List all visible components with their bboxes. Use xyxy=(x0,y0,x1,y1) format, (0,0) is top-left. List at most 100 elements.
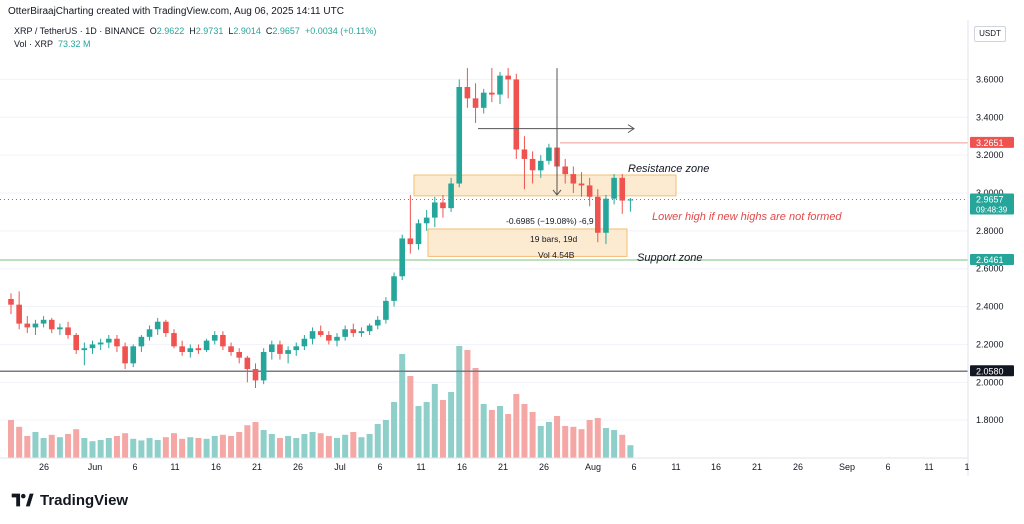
time-tick-label: 1 xyxy=(964,462,969,472)
candle-body xyxy=(171,333,177,347)
candle-body xyxy=(89,344,96,349)
candle-body xyxy=(228,346,234,352)
resistance-zone-label: Resistance zone xyxy=(628,163,709,175)
volume-bar xyxy=(244,425,251,458)
candle-body xyxy=(586,185,593,197)
candle-body xyxy=(106,338,112,343)
candle-body xyxy=(130,346,137,364)
volume-bar xyxy=(334,438,340,458)
measure-arrow-head xyxy=(627,124,635,134)
volume-bar xyxy=(358,437,365,458)
support-zone-label: Support zone xyxy=(637,252,702,264)
volume-bar xyxy=(537,426,544,458)
volume-bar xyxy=(162,437,169,458)
price-tick-label: 2.2000 xyxy=(976,339,1004,349)
volume-bar xyxy=(480,404,487,458)
volume-bar xyxy=(293,438,300,458)
candle-body xyxy=(374,319,381,326)
candle-body xyxy=(537,160,544,171)
candle-body xyxy=(48,319,55,330)
candle-body xyxy=(464,87,471,99)
volume-bar xyxy=(407,376,414,458)
volume-bar xyxy=(423,402,430,458)
price-badge-label: 2.9657 xyxy=(976,194,1004,204)
volume-bar xyxy=(456,346,463,458)
candle-body xyxy=(383,300,389,320)
volume-bar xyxy=(301,434,308,458)
candle-body xyxy=(603,198,609,233)
volume-bar xyxy=(391,402,398,458)
low-label: L xyxy=(228,26,234,36)
time-tick-label: 26 xyxy=(39,462,49,472)
measure-change-text: -0.6985 (−19.08%) -6,9 xyxy=(506,216,594,226)
candle-body xyxy=(578,183,585,186)
candle-body xyxy=(269,344,275,352)
candle-body xyxy=(334,336,340,341)
symbol-legend[interactable]: XRP / TetherUS · 1D · BINANCE O2.9622 H2… xyxy=(14,26,376,36)
close-value: 2.9657 xyxy=(272,26,300,36)
chart-attribution: OtterBiraajCharting created with Trading… xyxy=(8,6,344,17)
price-tick-label: 2.4000 xyxy=(976,302,1004,312)
volume-bar xyxy=(382,420,389,458)
candle-body xyxy=(8,299,14,305)
candle-body xyxy=(546,147,552,161)
price-tick-label: 3.6000 xyxy=(976,74,1004,84)
price-tick-label: 2.6000 xyxy=(976,264,1004,274)
volume-bar xyxy=(130,438,137,458)
volume-bar xyxy=(276,438,283,458)
time-tick-label: 26 xyxy=(539,462,549,472)
measure-vertical-head xyxy=(552,189,562,196)
candle-body xyxy=(529,158,536,171)
time-tick-label: 6 xyxy=(885,462,890,472)
volume-bar xyxy=(505,414,512,458)
candle-body xyxy=(432,202,438,218)
resistance-zone-box xyxy=(413,174,677,197)
currency-button[interactable]: USDT xyxy=(974,26,1006,42)
volume-bar xyxy=(211,436,218,458)
price-tick-label: 1.8000 xyxy=(976,415,1004,425)
price-badge-label: 3.2651 xyxy=(976,138,1004,148)
candle-body xyxy=(595,196,601,233)
change-value: +0.0034 (+0.11%) xyxy=(304,26,377,36)
volume-bar xyxy=(187,437,194,458)
candle-body xyxy=(448,183,454,209)
volume-bar xyxy=(472,368,479,458)
candle-body xyxy=(562,166,568,175)
candle-body xyxy=(195,348,202,351)
time-tick-label: Jul xyxy=(334,462,346,472)
volume-bar xyxy=(65,434,72,458)
volume-bar xyxy=(586,420,593,458)
time-tick-label: Aug xyxy=(585,462,601,472)
candle-body xyxy=(260,352,267,381)
tradingview-logo-icon xyxy=(11,493,34,507)
volume-bar xyxy=(529,412,536,458)
price-tick-label: 2.0000 xyxy=(976,377,1004,387)
price-tick-label: 2.8000 xyxy=(976,226,1004,236)
price-badge-label: 2.0580 xyxy=(976,366,1004,376)
volume-label: Vol · XRP xyxy=(14,39,54,49)
volume-bar xyxy=(602,428,609,458)
candle-body xyxy=(220,334,226,347)
volume-value: 73.32 M xyxy=(58,39,91,49)
candle-body xyxy=(399,238,405,277)
volume-bar xyxy=(562,426,569,458)
volume-bar xyxy=(513,394,520,458)
volume-bar xyxy=(40,438,47,458)
volume-legend[interactable]: Vol · XRP 73.32 M xyxy=(14,39,91,49)
tradingview-logo[interactable]: TradingView xyxy=(8,491,128,509)
candle-body xyxy=(570,174,577,184)
candle-body xyxy=(285,350,291,354)
time-tick-label: 21 xyxy=(752,462,762,472)
candle-body xyxy=(57,327,63,330)
volume-bar xyxy=(260,430,267,458)
volume-bar xyxy=(594,418,601,458)
candle-body xyxy=(154,321,161,330)
price-badge xyxy=(970,193,1014,215)
volume-bar xyxy=(619,434,626,458)
volume-bar xyxy=(415,406,422,458)
price-badge-label: 2.6461 xyxy=(976,255,1004,265)
candle-body xyxy=(203,340,210,351)
price-badge xyxy=(970,365,1014,377)
candle-body xyxy=(73,334,79,351)
